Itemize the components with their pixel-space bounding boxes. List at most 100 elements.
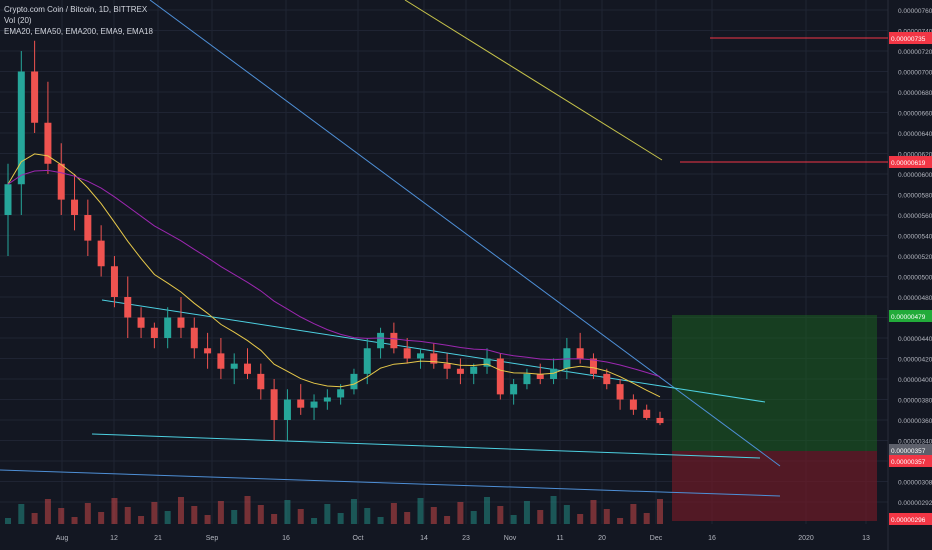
x-tick-label: Dec — [650, 535, 663, 542]
channel-bottom-line[interactable] — [91, 433, 761, 459]
volume-bar — [657, 499, 663, 524]
volume-bar — [484, 497, 491, 524]
price-tag — [889, 310, 932, 322]
price-tag — [889, 513, 932, 525]
candle-body[interactable] — [244, 363, 252, 374]
candle-body[interactable] — [656, 417, 664, 424]
y-tick-label: 0.00000380 — [898, 398, 932, 405]
candle-body[interactable] — [71, 199, 79, 215]
candle-body[interactable] — [150, 327, 158, 338]
candle-body[interactable] — [217, 353, 225, 369]
volume-bar — [84, 503, 91, 524]
y-tick-label: 0.00000440 — [898, 336, 932, 343]
candle-body[interactable] — [470, 366, 478, 374]
candle-body[interactable] — [31, 71, 39, 123]
candle-body[interactable] — [536, 373, 544, 379]
y-tick-label: 0.00000640 — [898, 131, 932, 138]
support-line[interactable] — [0, 469, 781, 497]
candle-body[interactable] — [57, 163, 65, 200]
long-stop-zone[interactable] — [672, 451, 877, 521]
volume-bar — [297, 509, 304, 524]
candle-body[interactable] — [124, 297, 132, 318]
y-tick-label: 0.00000660 — [898, 111, 932, 118]
volume-bar — [377, 517, 384, 524]
candle-body[interactable] — [110, 266, 118, 297]
candle-body[interactable] — [283, 399, 291, 421]
candle-body[interactable] — [350, 373, 358, 390]
candle-body[interactable] — [403, 348, 411, 359]
candle-body[interactable] — [257, 373, 265, 390]
candle-body[interactable] — [97, 240, 105, 267]
candle-body[interactable] — [629, 399, 637, 410]
candle-body[interactable] — [310, 401, 318, 408]
candle-body[interactable] — [270, 389, 278, 420]
y-tick-label: 0.00000720 — [898, 49, 932, 56]
volume-bar — [404, 512, 411, 524]
candle-body[interactable] — [523, 373, 531, 385]
volume-bar — [98, 512, 105, 524]
candle-body[interactable] — [456, 368, 464, 374]
candle-body[interactable] — [297, 399, 305, 408]
volume-bar — [5, 518, 11, 524]
trendline-long-down[interactable] — [149, 0, 781, 467]
candle-body[interactable] — [430, 353, 438, 364]
candle-body[interactable] — [323, 397, 331, 402]
candle-body[interactable] — [377, 332, 385, 349]
x-tick-label: Nov — [504, 535, 517, 542]
y-tick-label: 0.00000360 — [898, 418, 932, 425]
x-tick-label: 13 — [862, 535, 870, 542]
candle-body[interactable] — [17, 71, 25, 185]
candle-body[interactable] — [44, 122, 52, 164]
candle-body[interactable] — [616, 384, 624, 400]
candle-body[interactable] — [137, 317, 145, 328]
volume-bar — [151, 502, 158, 524]
x-tick-label: 23 — [462, 535, 470, 542]
volume-bar — [177, 497, 184, 524]
candle-body[interactable] — [164, 317, 172, 339]
candle-body[interactable] — [576, 348, 584, 359]
candle-body[interactable] — [589, 358, 597, 374]
price-tag — [889, 455, 932, 467]
x-tick-label: 12 — [110, 535, 118, 542]
candle-body[interactable] — [443, 363, 451, 369]
price-tag-label: 0.00000357 — [891, 459, 926, 466]
volume-bar — [537, 510, 544, 524]
long-target-zone[interactable] — [672, 315, 877, 451]
volume-bar — [617, 518, 624, 524]
x-tick-label: 16 — [708, 535, 716, 542]
ema-slow-line[interactable] — [7, 169, 661, 378]
volume-bar — [324, 504, 331, 524]
y-tick-label: 0.00000292 — [898, 500, 932, 507]
candle-body[interactable] — [643, 409, 651, 418]
candle-body[interactable] — [84, 215, 92, 241]
volume-bar — [430, 507, 437, 524]
candle-body[interactable] — [510, 384, 518, 395]
volume-bar — [444, 516, 451, 524]
trendline-upper[interactable] — [404, 0, 663, 161]
candle-body[interactable] — [603, 373, 611, 385]
price-tag-label: 0.00000479 — [891, 314, 926, 321]
candle-body[interactable] — [337, 389, 345, 398]
volume-bar — [337, 513, 344, 524]
candle-body[interactable] — [4, 184, 12, 215]
y-tick-label: 0.00000680 — [898, 90, 932, 97]
candle-body[interactable] — [390, 332, 398, 349]
volume-bar — [417, 498, 424, 524]
symbol-title: Crypto.com Coin / Bitcoin, 1D, BITTREX — [4, 5, 148, 14]
volume-bar — [271, 514, 278, 524]
candle-body[interactable] — [363, 348, 371, 374]
candle-body[interactable] — [483, 358, 491, 367]
candle-body[interactable] — [204, 348, 212, 354]
volume-bar — [510, 515, 517, 524]
volume-bar — [311, 518, 318, 524]
candle-body[interactable] — [496, 358, 504, 395]
candle-body[interactable] — [416, 353, 424, 359]
candle-body[interactable] — [230, 363, 238, 369]
volume-bar — [31, 513, 38, 524]
candle-body[interactable] — [550, 368, 558, 379]
ema-line[interactable] — [7, 153, 661, 398]
candle-body[interactable] — [190, 327, 198, 349]
candle-body[interactable] — [177, 317, 185, 328]
price-tag-label: 0.00000296 — [891, 517, 926, 524]
